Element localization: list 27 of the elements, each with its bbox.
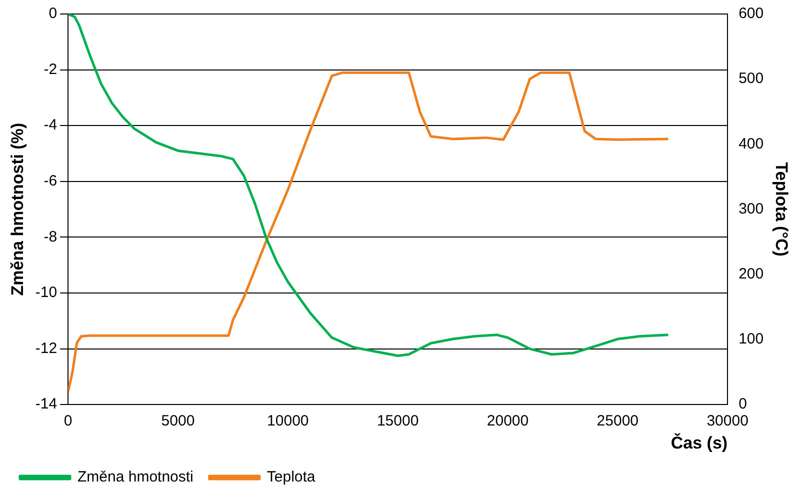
legend-label: Změna hmotnosti [78,468,194,486]
y-tick-label: -4 [44,116,58,134]
y2-tick-label: 500 [738,70,764,88]
x-axis-title: Čas (s) [670,432,728,452]
y-tick-label: -10 [35,284,58,302]
y2-tick-label: 400 [738,135,764,152]
y-tick-label: -6 [44,172,58,190]
y-tick-label: -2 [44,60,58,78]
x-tick-label: 10000 [267,412,309,430]
y2-axis-title: Teplota (°C) [772,162,792,256]
y2-tick-label: 0 [738,396,747,413]
y2-tick-label: 200 [738,266,764,283]
x-tick-label: 0 [64,412,72,430]
y-tick-label: 0 [48,5,58,22]
y-tick-label: -8 [44,228,58,246]
y2-tick-label: 100 [738,330,764,348]
x-tick-label: 30000 [706,412,748,430]
y2-tick-label: 600 [738,5,764,22]
y-axis-title: Změna hmotnosti (%) [8,122,27,296]
y2-tick-label: 300 [738,200,764,218]
x-tick-label: 25000 [596,412,639,430]
y-tick-label: -12 [35,340,58,357]
x-tick-label: 20000 [486,412,529,430]
y-tick-label: -14 [35,396,58,413]
x-tick-label: 15000 [376,412,419,430]
x-tick-label: 5000 [161,412,195,430]
legend-label: Teplota [266,468,316,486]
